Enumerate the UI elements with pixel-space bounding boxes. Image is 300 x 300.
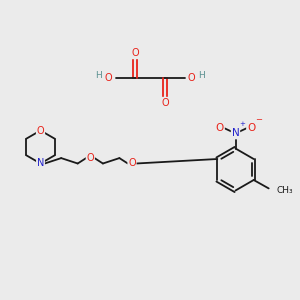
Text: O: O — [37, 125, 44, 136]
Text: O: O — [188, 73, 195, 83]
Text: O: O — [161, 98, 169, 108]
Text: O: O — [131, 48, 139, 59]
Text: CH₃: CH₃ — [276, 186, 293, 195]
Text: N: N — [37, 158, 44, 169]
Text: O: O — [247, 123, 255, 133]
Text: O: O — [216, 123, 224, 133]
Text: H: H — [95, 70, 102, 80]
Text: −: − — [255, 116, 262, 124]
Text: H: H — [198, 70, 205, 80]
Text: +: + — [240, 122, 246, 128]
Text: N: N — [232, 128, 239, 139]
Text: O: O — [86, 153, 94, 163]
Text: O: O — [128, 158, 136, 169]
Text: O: O — [105, 73, 112, 83]
